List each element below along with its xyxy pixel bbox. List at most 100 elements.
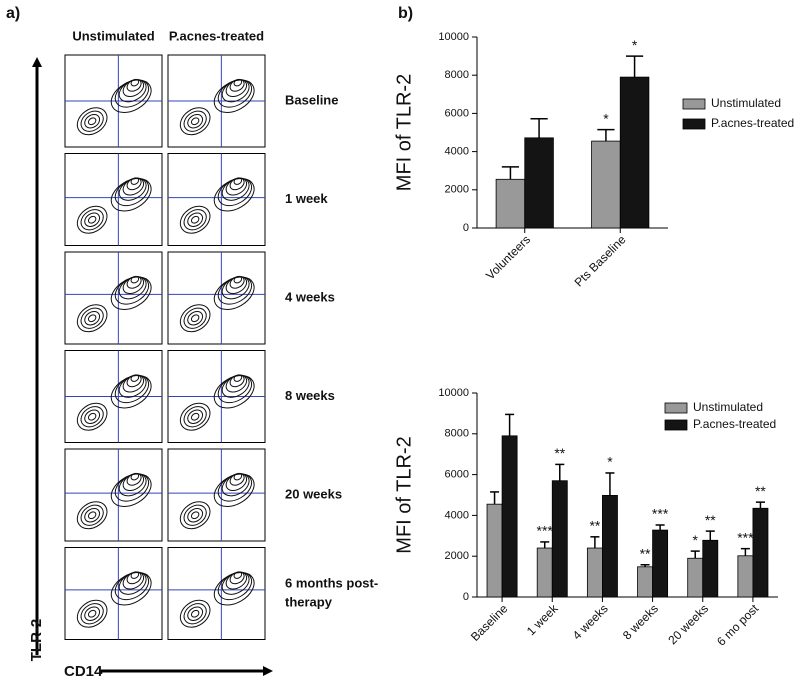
- bar: [486, 503, 503, 598]
- contour: [84, 212, 101, 227]
- y-tick-label: 0: [463, 222, 469, 234]
- significance-star: **: [705, 512, 716, 528]
- bar: [637, 566, 653, 598]
- significance-star: ***: [537, 523, 554, 539]
- y-tick-label: 4000: [445, 146, 469, 158]
- significance-star: *: [632, 37, 638, 53]
- contour: [87, 117, 97, 126]
- bar: [586, 547, 603, 598]
- y-tick-label: 4000: [445, 509, 469, 521]
- y-tick-label: 8000: [445, 69, 469, 81]
- bar: [495, 178, 526, 229]
- contour-plot-frame: [64, 153, 163, 246]
- contour: [110, 375, 152, 409]
- bar: [501, 435, 518, 598]
- y-tick-label: 6000: [445, 107, 469, 119]
- contour: [190, 511, 200, 520]
- contour: [179, 304, 211, 333]
- legend-swatch: [664, 419, 688, 431]
- contour: [183, 110, 207, 132]
- x-tick-label: 1 week: [524, 601, 561, 638]
- contour: [80, 110, 104, 132]
- contour: [179, 501, 211, 530]
- significance-star: ***: [737, 529, 754, 545]
- x-axis-label: CD14: [64, 663, 103, 680]
- contour: [213, 375, 255, 409]
- legend-label: P.acnes-treated: [711, 116, 794, 130]
- row-label: 6 months post-: [285, 575, 378, 590]
- contour: [87, 511, 97, 520]
- contour: [179, 205, 211, 234]
- bar: [702, 539, 719, 598]
- bar: [752, 507, 769, 598]
- contour: [183, 406, 207, 428]
- significance-star: **: [755, 483, 766, 499]
- legend-swatch: [682, 118, 706, 130]
- contour: [187, 606, 204, 621]
- row-label: therapy: [285, 594, 333, 609]
- contour: [110, 473, 152, 507]
- contour: [76, 501, 108, 530]
- column-header: Unstimulated: [72, 28, 154, 43]
- bar: [602, 495, 618, 598]
- significance-star: **: [640, 545, 651, 561]
- contour: [87, 314, 97, 323]
- y-tick-label: 0: [463, 591, 469, 603]
- bar: [619, 76, 650, 229]
- contour: [183, 307, 207, 329]
- contour-plot-frame: [64, 547, 163, 640]
- legend-label: Unstimulated: [693, 400, 763, 414]
- contour: [80, 504, 104, 526]
- contour: [110, 178, 152, 212]
- contour: [213, 178, 255, 212]
- row-label: 8 weeks: [285, 388, 335, 403]
- contour-plot-frame: [167, 251, 266, 345]
- contour: [213, 79, 255, 113]
- contour-plot-frame: [64, 448, 163, 542]
- bar: [737, 555, 754, 598]
- contour: [87, 215, 97, 224]
- significance-star: ***: [652, 506, 669, 522]
- significance-star: *: [607, 454, 613, 470]
- x-tick-label: 20 weeks: [665, 601, 711, 647]
- contour: [187, 409, 204, 424]
- contour: [84, 311, 101, 326]
- contour: [183, 209, 207, 231]
- contour: [179, 599, 211, 628]
- contour: [179, 107, 211, 136]
- legend-label: Unstimulated: [711, 96, 781, 110]
- y-tick-label: 8000: [445, 428, 469, 440]
- significance-star: *: [603, 110, 609, 126]
- contour: [76, 107, 108, 136]
- bar: [652, 529, 669, 598]
- bar: [536, 547, 553, 598]
- x-tick-label: 8 weeks: [620, 601, 661, 642]
- contour: [213, 572, 255, 606]
- x-tick-label: Volunteers: [483, 232, 533, 282]
- contour: [84, 114, 101, 129]
- y-axis-label: MFI of TLR-2: [393, 436, 415, 553]
- contour: [213, 276, 255, 310]
- contour: [183, 504, 207, 526]
- contour: [213, 473, 255, 507]
- contour: [84, 606, 101, 621]
- contour: [187, 212, 204, 227]
- contour: [76, 402, 108, 431]
- x-tick-label: Pts Baseline: [572, 232, 629, 289]
- contour: [187, 508, 204, 523]
- contour: [76, 205, 108, 234]
- contour: [84, 409, 101, 424]
- contour: [76, 304, 108, 333]
- y-tick-label: 6000: [445, 469, 469, 481]
- legend-label: P.acnes-treated: [693, 417, 776, 431]
- contour: [84, 508, 101, 523]
- row-label: Baseline: [285, 92, 338, 107]
- contour: [76, 599, 108, 628]
- y-tick-label: 10000: [438, 31, 469, 43]
- contour: [87, 609, 97, 618]
- contour: [80, 307, 104, 329]
- y-tick-label: 10000: [438, 387, 469, 399]
- row-label: 1 week: [285, 191, 328, 206]
- contour: [190, 412, 200, 421]
